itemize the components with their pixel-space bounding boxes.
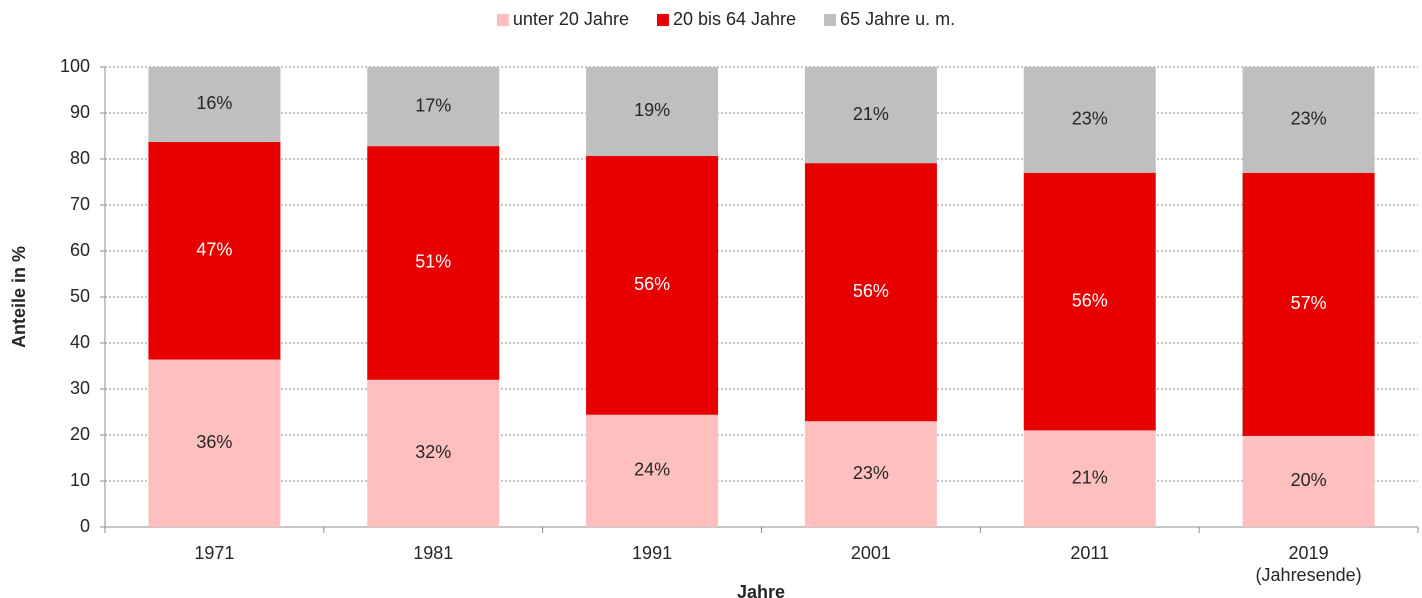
x-tick-label: 1971	[194, 543, 234, 563]
data-label: 36%	[196, 432, 232, 452]
data-label: 19%	[634, 100, 670, 120]
legend-swatch	[824, 14, 837, 26]
legend-label: unter 20 Jahre	[513, 9, 629, 29]
data-label: 57%	[1291, 293, 1327, 313]
bar-segment	[1242, 67, 1375, 173]
x-tick-label: 1981	[413, 543, 453, 563]
y-axis-title: Anteile in %	[9, 246, 29, 348]
y-tick-label: 40	[70, 332, 90, 352]
y-tick-label: 100	[60, 56, 90, 76]
x-axis-title: Jahre	[737, 582, 785, 598]
x-tick-label: 2019 (Jahresende)	[1256, 543, 1362, 585]
bar-segment	[804, 421, 937, 527]
data-label: 56%	[853, 281, 889, 301]
legend-item: 65 Jahre u. m.	[824, 9, 955, 29]
data-label: 56%	[1072, 290, 1108, 310]
data-label: 21%	[853, 104, 889, 124]
data-label: 21%	[1072, 467, 1108, 487]
bar-segment	[1242, 172, 1375, 436]
y-tick-label: 70	[70, 194, 90, 214]
bar-segment	[586, 155, 719, 415]
data-label: 24%	[634, 460, 670, 480]
bar-segment	[367, 67, 500, 147]
legend-label: 20 bis 64 Jahre	[673, 9, 796, 29]
x-tick-label: 2011	[1070, 543, 1109, 563]
data-label: 56%	[634, 274, 670, 294]
y-tick-label: 90	[70, 102, 90, 122]
data-label: 20%	[1291, 470, 1327, 490]
x-tick-label: 1991	[632, 543, 672, 563]
x-tick-line: 1971	[194, 543, 234, 563]
bar-segment	[804, 163, 937, 422]
bar-segment	[1023, 67, 1156, 173]
bar-segment	[148, 359, 281, 527]
y-tick-label: 60	[70, 240, 90, 260]
legend-item: unter 20 Jahre	[496, 9, 629, 29]
y-tick-label: 50	[70, 286, 90, 306]
y-tick-label: 0	[80, 516, 90, 536]
y-tick-label: 30	[70, 378, 90, 398]
y-tick-label: 80	[70, 148, 90, 168]
bar-segment	[367, 146, 500, 380]
bar-segment	[1023, 430, 1156, 527]
bar-segment	[586, 414, 719, 527]
legend-swatch	[496, 14, 509, 26]
data-label: 47%	[196, 240, 232, 260]
bar-segment	[1023, 172, 1156, 431]
y-tick-label: 10	[70, 470, 90, 490]
x-tick-line: 1991	[632, 543, 672, 563]
bar-segment	[1242, 435, 1375, 527]
data-label: 23%	[853, 463, 889, 483]
x-tick-line: 2019	[1289, 543, 1329, 563]
data-label: 23%	[1291, 109, 1327, 129]
x-tick-line: 1981	[413, 543, 453, 563]
legend-label: 65 Jahre u. m.	[840, 9, 955, 29]
x-tick-line: (Jahresende)	[1256, 565, 1362, 585]
bar-segment	[586, 67, 719, 156]
x-tick-line: 2011	[1070, 543, 1109, 563]
data-label: 23%	[1072, 109, 1108, 129]
x-tick-line: 2001	[851, 543, 891, 563]
data-label: 17%	[415, 95, 451, 115]
data-label: 16%	[196, 93, 232, 113]
bar-segment	[367, 379, 500, 527]
bar-segment	[804, 67, 937, 164]
bar-segment	[148, 67, 281, 142]
data-label: 32%	[415, 442, 451, 462]
x-tick-label: 2001	[851, 543, 891, 563]
bar-segment	[148, 141, 281, 360]
data-label: 51%	[415, 252, 451, 272]
legend-item: 20 bis 64 Jahre	[656, 9, 796, 29]
legend-swatch	[656, 14, 669, 26]
y-tick-label: 20	[70, 424, 90, 444]
